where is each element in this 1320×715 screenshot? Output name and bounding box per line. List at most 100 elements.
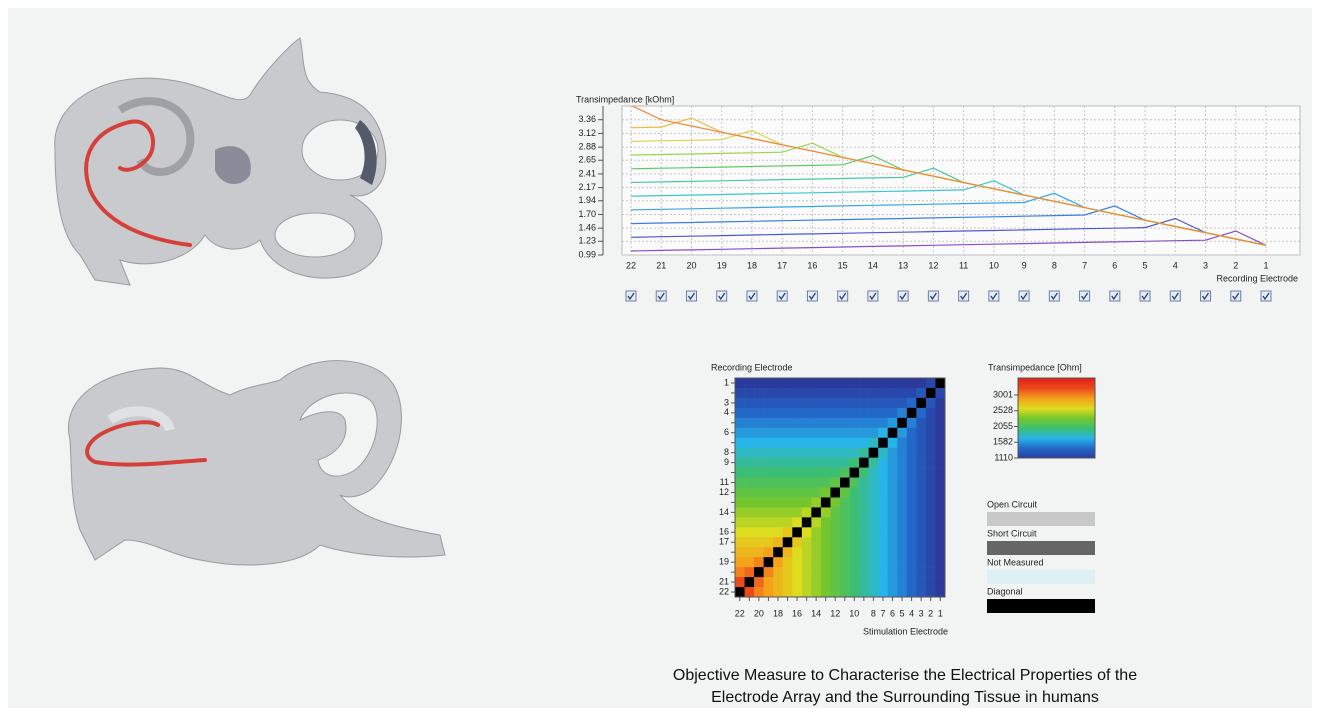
caption-line: Electrode Array and the Surrounding Tiss… [711,689,1099,706]
channel-checkbox[interactable] [1018,290,1030,302]
heatmap-cell [840,437,850,448]
channel-checkbox[interactable] [897,290,909,302]
heatmap-cell [897,427,908,439]
heatmap-cell [849,427,860,439]
heatmap-cell [859,437,869,448]
colorbar-tick-label: 1110 [994,452,1013,462]
colorbar-segment [1018,412,1095,415]
heatmap-cell [878,577,889,588]
heatmap-cell [887,517,898,528]
y-tick-label: 1.70 [578,209,596,219]
heatmap-cell [925,487,936,498]
channel-checkbox[interactable] [716,290,728,302]
checkbox-check [627,292,635,301]
channel-checkbox[interactable] [867,290,879,302]
heatmap-cell [897,447,908,458]
heatmap-cell [744,547,755,558]
heatmap-cell [925,437,936,448]
heatmap-cell [925,517,936,528]
checkbox-box [988,290,1000,302]
heatmap-cell [897,487,908,498]
x-tick-label: 14 [811,608,821,618]
heatmap-cell [868,407,879,419]
heatmap-cell [811,378,822,389]
channel-checkbox[interactable] [1109,290,1121,302]
heatmap-cell [887,397,898,409]
heatmap-cell [744,387,755,399]
heatmap-cell [773,467,784,478]
heatmap-cell [830,467,841,478]
channel-checkbox[interactable] [776,290,788,302]
colorbar-segment [1018,447,1095,450]
electrode-array-bottom [85,420,207,467]
heatmap-cell [754,457,764,468]
channel-checkbox[interactable] [958,290,970,302]
channel-checkbox[interactable] [655,290,667,302]
y-tick-label: 2.88 [578,141,596,151]
colorbar-segment [1018,443,1095,446]
x-tick-label: 7 [1082,260,1087,270]
heatmap-cell [916,537,927,548]
heatmap-cell [763,497,774,508]
y-tick-label: 12 [719,487,729,497]
x-tick-label: 5 [900,608,905,618]
channel-checkbox[interactable] [1048,290,1060,302]
heatmap-cell [925,447,936,458]
heatmap-cell [916,477,927,488]
line-y-axis-title: Transimpedance [kOhm] [576,94,674,104]
heatmap-cell [868,397,879,409]
channel-checkbox[interactable] [988,290,1000,302]
heatmap-cell [925,457,936,468]
heatmap-cell [878,427,889,439]
heatmap-cell [916,507,927,518]
channel-checkbox[interactable] [746,290,758,302]
colorbar-tick-label: 2528 [993,405,1013,415]
colorbar-segment [1018,406,1095,408]
heatmap-cell [792,417,803,429]
channel-checkbox[interactable] [1260,290,1272,302]
status-legend-label: Short Circuit [987,528,1037,538]
checkbox-check [1201,292,1210,301]
heatmap-cell [773,517,784,528]
channel-checkbox[interactable] [806,290,818,302]
channel-checkbox[interactable] [685,290,697,302]
heatmap-cell [868,417,879,429]
x-tick-label: 21 [656,260,666,270]
heatmap-cell [840,547,850,558]
heatmap-cell [859,477,869,488]
heatmap-cell [868,437,879,448]
colorbar-segment [1018,444,1095,447]
heatmap-cell [792,397,803,409]
channel-checkbox[interactable] [1169,290,1181,302]
heatmap-cell [849,417,860,429]
heatmap-cell [925,397,936,409]
channel-checkbox[interactable] [927,290,939,302]
heatmap-cell [782,467,793,478]
status-legend-label: Not Measured [987,557,1044,567]
channel-checkbox[interactable] [1079,290,1091,302]
heatmap-cell [735,487,745,498]
colorbar-segment [1018,408,1095,411]
heatmap-cell [925,477,936,488]
channel-checkbox[interactable] [1230,290,1242,302]
heatmap-cell [763,577,774,588]
heatmap-cell [801,547,812,558]
heatmap-cell [897,457,908,468]
heatmap-cell [801,577,812,588]
heatmap-cell [935,477,946,488]
heatmap-cell [763,587,774,598]
heatmap-cell [782,517,793,528]
colorbar-segment [1018,440,1095,443]
heatmap-cell [868,497,879,508]
channel-checkbox[interactable] [625,290,637,302]
heatmap-cell [735,427,745,439]
channel-checkbox[interactable] [1200,290,1212,302]
heatmap-cell [782,447,793,458]
heatmap-cell [906,477,917,488]
heatmap-cell [935,587,946,598]
channel-checkbox[interactable] [1139,290,1151,302]
heatmap-cell [801,447,812,458]
channel-checkbox[interactable] [837,290,849,302]
heatmap-cell [754,527,764,538]
heatmap-cell [735,417,745,429]
